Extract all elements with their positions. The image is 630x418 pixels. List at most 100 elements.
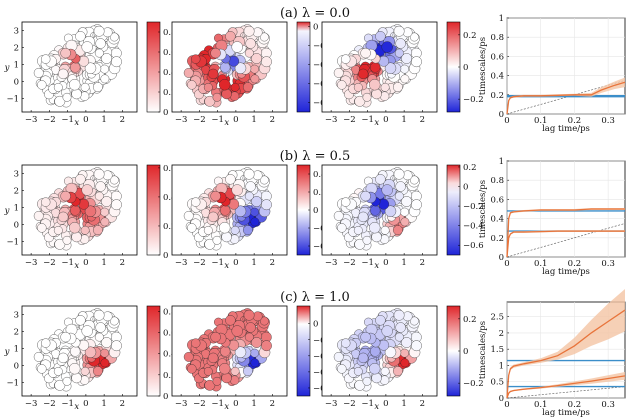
x-tick-label: −1 [361, 399, 374, 409]
cell [250, 348, 259, 358]
cell [337, 364, 347, 374]
cell [221, 231, 232, 243]
cell [37, 223, 47, 233]
cell [212, 376, 222, 386]
cell [395, 181, 406, 192]
cell-layer [333, 24, 422, 108]
cell [400, 207, 409, 217]
x-tick-label: 2 [420, 399, 425, 409]
colorbar-tick-label: −0.2 [463, 202, 484, 212]
cell [60, 331, 71, 343]
cell [381, 41, 393, 53]
cell [60, 47, 71, 59]
x-tick-label: −1 [361, 258, 374, 268]
colorbar-tick-label: 0.2 [463, 163, 477, 173]
cell [244, 48, 254, 58]
implied-timescale-curve [506, 309, 626, 399]
cell [371, 88, 382, 100]
map-panel-r1-eigvec-3: −3 −2 −1 0 1 2 x 0.2 0 −0.2 −0.4 −0.6 [321, 163, 484, 271]
colorbar-tick-label: 0.2 [163, 88, 177, 98]
cell [101, 53, 112, 64]
cell [409, 316, 419, 326]
cell [250, 74, 260, 84]
y-tick-label: 0 [499, 253, 504, 263]
x-tick-label: 2 [120, 115, 125, 125]
cell [81, 325, 93, 337]
cell [259, 32, 269, 42]
colorbar-tick-label: 0.4 [313, 170, 327, 180]
cell [53, 367, 63, 376]
cell [230, 366, 240, 376]
x-tick-label: 0 [233, 399, 238, 409]
cell [203, 226, 213, 235]
cell [75, 174, 86, 185]
cell-layer [183, 308, 272, 392]
cell [244, 191, 254, 201]
cell [384, 205, 397, 217]
cell [341, 197, 351, 207]
x-tick-label: 1 [401, 115, 406, 125]
cell [384, 62, 397, 74]
cell [394, 191, 404, 201]
cell [187, 80, 197, 90]
y-axis-label: y [4, 206, 10, 216]
cell [58, 68, 69, 80]
cell [93, 168, 105, 180]
cell [109, 175, 119, 185]
row-title-a: (a) λ = 0.0 [280, 6, 350, 21]
cell [221, 372, 232, 384]
row-title-c: (c) λ = 1.0 [280, 290, 350, 305]
cell [393, 168, 405, 180]
cell [380, 366, 390, 376]
cell [94, 48, 104, 58]
y-tick-label: −1 [6, 378, 19, 388]
x-axis-label: x [374, 261, 379, 271]
cell [70, 62, 81, 73]
cell [220, 205, 231, 216]
row-title-b: (b) λ = 0.5 [280, 149, 351, 164]
cell [353, 367, 363, 376]
cell [191, 338, 201, 348]
cell [94, 191, 104, 201]
cell [380, 82, 390, 92]
x-tick-label: 2 [120, 399, 125, 409]
y-tick-label: 0 [14, 361, 19, 371]
x-tick-label: −2 [43, 399, 56, 409]
y-tick-label: 3 [14, 169, 19, 179]
cell [400, 217, 410, 227]
cell [37, 364, 47, 374]
cell [393, 366, 403, 376]
cell [395, 322, 406, 333]
cell [333, 211, 344, 221]
timescale-panel-r0: 0 0.2 0.4 0.6 0.8 1 0 0.1 0.2 0.3 lag time/ps times… [478, 14, 626, 134]
timescale-band [507, 77, 625, 114]
cell [81, 184, 93, 196]
cell [101, 196, 112, 207]
cell [369, 79, 381, 91]
colorbar-tick-label: 0 [163, 251, 168, 261]
cell [358, 211, 369, 223]
cell [411, 340, 422, 352]
cell [219, 222, 231, 234]
x-tick-label: −2 [343, 399, 356, 409]
cell [71, 372, 82, 384]
cell [381, 325, 393, 337]
cell [225, 174, 236, 185]
map-panel-r2-eigvec-3: −3 −2 −1 0 1 2 x 0.2 0 −0.2 [321, 305, 484, 412]
timescale-band [507, 230, 625, 257]
timescale-panel-r1: 0 0.2 0.4 0.6 0.8 1 0 0.1 0.2 0.3 lag time/ps times… [478, 157, 626, 277]
implied-timescale-curve [506, 208, 625, 258]
y-tick-label: 0.8 [490, 33, 504, 43]
cell [80, 225, 90, 235]
x-axis-label: x [74, 261, 79, 271]
cell-layer [333, 308, 422, 392]
cell [371, 231, 382, 243]
lag-time-diagonal [506, 386, 626, 399]
x-tick-label: 0 [83, 115, 88, 125]
cell [341, 54, 351, 64]
cell [245, 181, 256, 192]
y-tick-label: 0 [14, 220, 19, 230]
